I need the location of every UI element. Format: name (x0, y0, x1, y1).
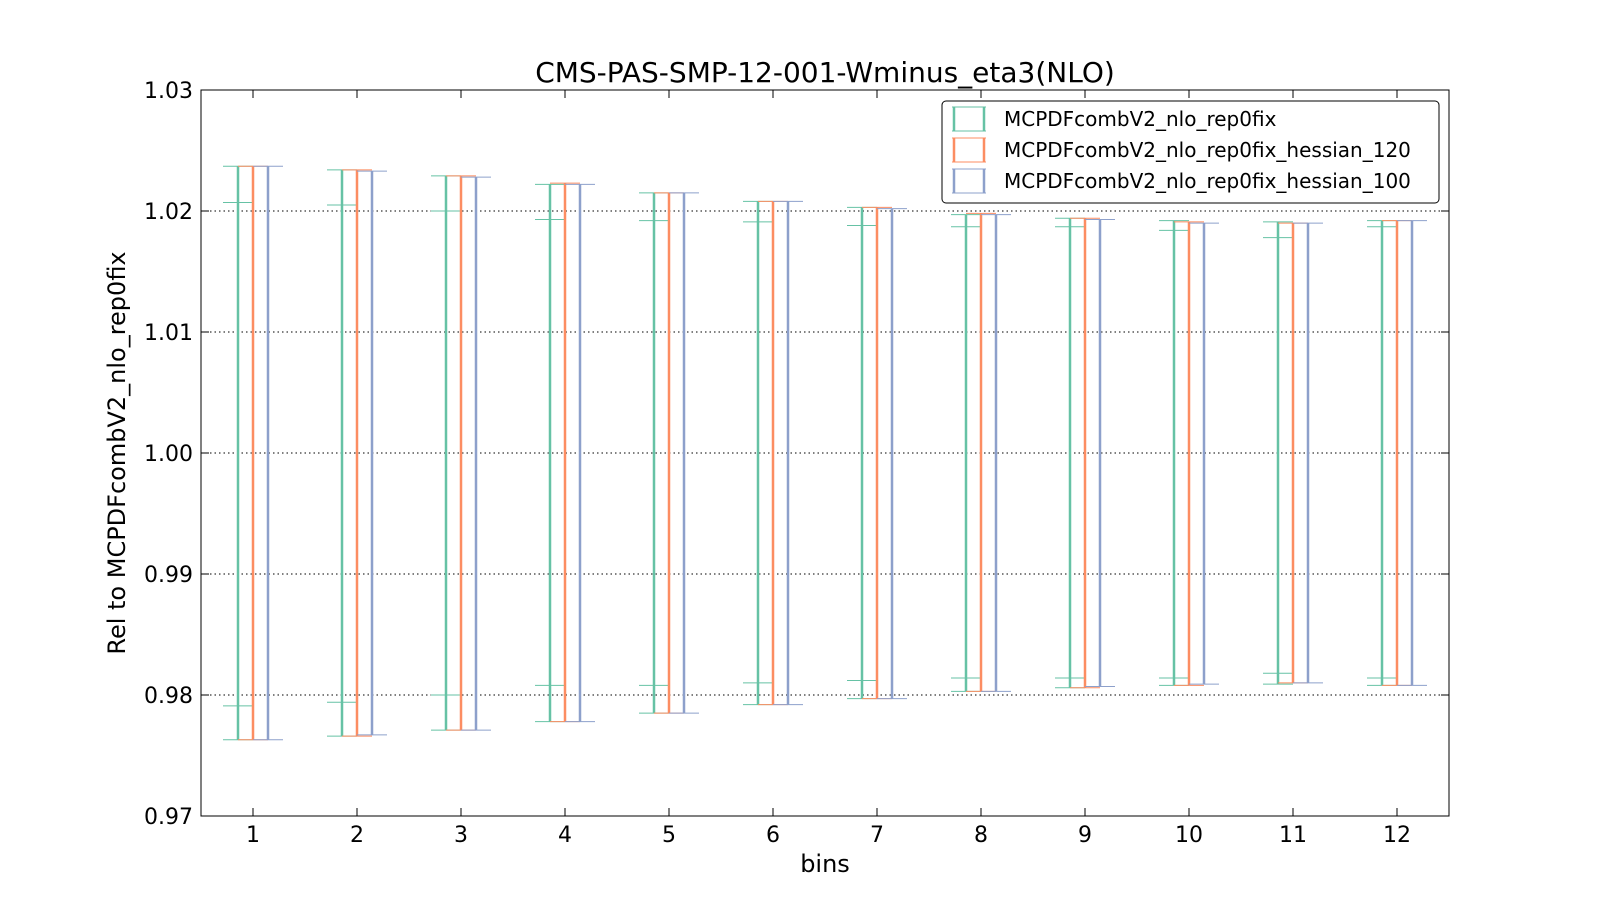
x-tick-label: 11 (1279, 823, 1307, 848)
x-tick-label: 4 (558, 823, 572, 848)
x-tick-label: 2 (350, 823, 364, 848)
y-tick-label: 1.02 (144, 200, 193, 225)
x-tick-label: 6 (766, 823, 780, 848)
x-tick-label: 3 (454, 823, 468, 848)
legend-box (941, 100, 1440, 204)
y-tick-label: 0.99 (144, 563, 193, 588)
legend: MCPDFcombV2_nlo_rep0fix MCPDFcombV2_nlo_r… (941, 100, 1440, 204)
y-tick-label: 1.00 (144, 442, 193, 467)
y-tick-label: 0.98 (144, 684, 193, 709)
x-tick-label: 5 (662, 823, 676, 848)
legend-label: MCPDFcombV2_nlo_rep0fix_hessian_120 (1004, 138, 1411, 162)
x-axis-label: bins (800, 850, 850, 878)
y-tick-label: 1.01 (144, 321, 193, 346)
x-tick-label: 12 (1383, 823, 1411, 848)
legend-entry: MCPDFcombV2_nlo_rep0fix_hessian_100 (952, 168, 1411, 194)
x-tick-label: 7 (870, 823, 884, 848)
x-tick-label: 8 (974, 823, 988, 848)
x-tick-label: 1 (246, 823, 260, 848)
x-tick-label: 9 (1078, 823, 1092, 848)
y-tick-label: 0.97 (144, 805, 193, 830)
legend-entry: MCPDFcombV2_nlo_rep0fix (952, 106, 1277, 132)
legend-label: MCPDFcombV2_nlo_rep0fix_hessian_100 (1004, 169, 1411, 193)
error-bars (223, 165, 1427, 741)
legend-entry: MCPDFcombV2_nlo_rep0fix_hessian_120 (952, 137, 1411, 163)
y-tick-label: 1.03 (144, 79, 193, 104)
axis-ticks: 0.970.980.991.001.011.021.031 2 3 4 5 6 7 8 9 10 1… (144, 79, 1449, 848)
y-axis-label: Rel to MCPDFcombV2_nlo_rep0fix (103, 251, 131, 654)
x-tick-label: 10 (1175, 823, 1203, 848)
chart-title: CMS-PAS-SMP-12-001-Wminus_eta3(NLO) (535, 56, 1115, 89)
legend-label: MCPDFcombV2_nlo_rep0fix (1004, 107, 1277, 131)
gridlines (201, 210, 1449, 696)
